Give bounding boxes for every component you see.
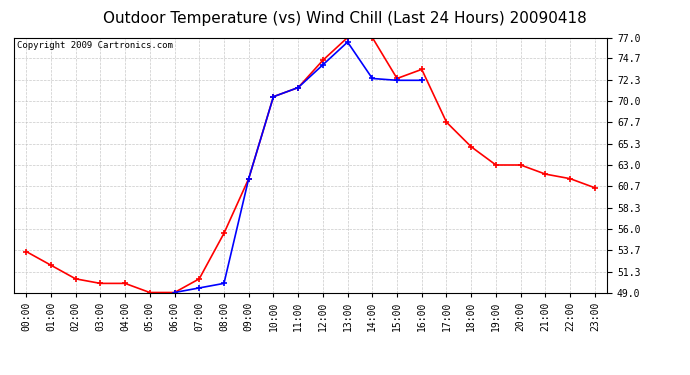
Text: Outdoor Temperature (vs) Wind Chill (Last 24 Hours) 20090418: Outdoor Temperature (vs) Wind Chill (Las… <box>103 11 587 26</box>
Text: Copyright 2009 Cartronics.com: Copyright 2009 Cartronics.com <box>17 41 172 50</box>
